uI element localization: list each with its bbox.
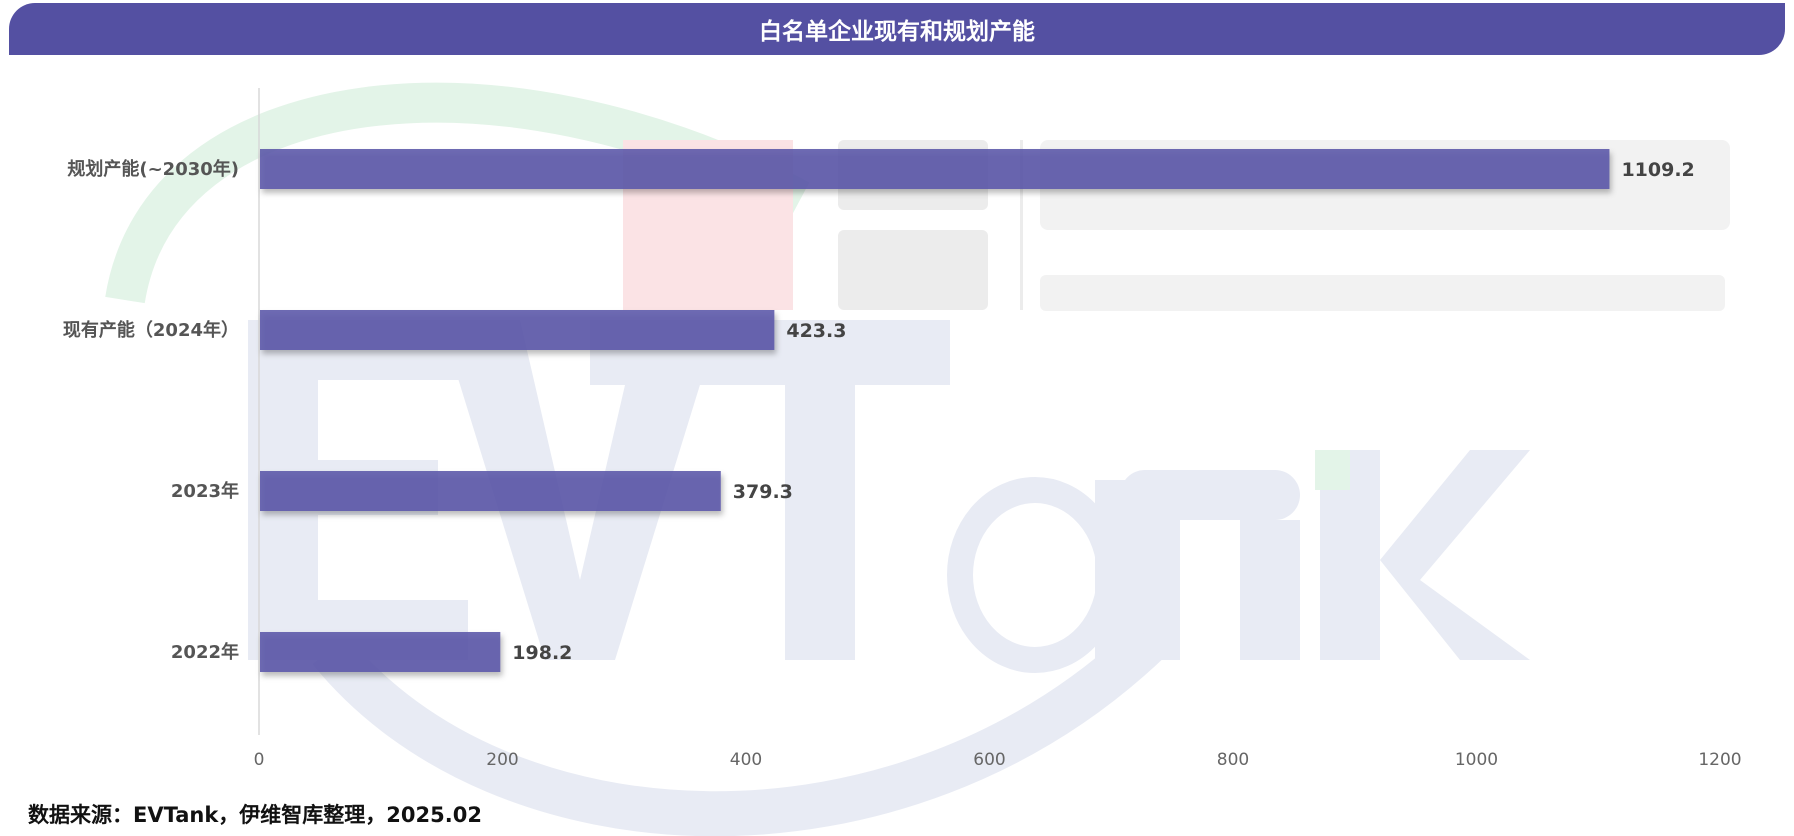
bar: [260, 632, 501, 672]
x-tick-label: 1000: [1455, 750, 1498, 770]
data-label: 1109.2: [1621, 159, 1694, 181]
x-tick-label: 400: [730, 750, 762, 770]
x-tick-label: 800: [1217, 750, 1249, 770]
data-label: 379.3: [733, 481, 793, 503]
bar: [260, 310, 775, 350]
category-label: 2022年: [171, 641, 239, 663]
x-tick-label: 0: [254, 750, 265, 770]
category-label: 现有产能（2024年）: [63, 319, 239, 341]
x-tick-label: 1200: [1698, 750, 1741, 770]
category-label: 2023年: [171, 480, 239, 502]
bar: [260, 149, 1610, 189]
category-label: 规划产能(~2030年): [67, 158, 239, 180]
chart-title: 白名单企业现有和规划产能: [759, 19, 1035, 45]
x-tick-label: 200: [486, 750, 518, 770]
bar: [260, 471, 721, 511]
source-note: 数据来源：EVTank，伊维智库整理，2025.02: [28, 803, 482, 827]
chart-title-bar: 白名单企业现有和规划产能: [9, 3, 1785, 55]
data-label: 423.3: [786, 320, 846, 342]
x-tick-label: 600: [973, 750, 1005, 770]
data-label: 198.2: [512, 642, 572, 664]
